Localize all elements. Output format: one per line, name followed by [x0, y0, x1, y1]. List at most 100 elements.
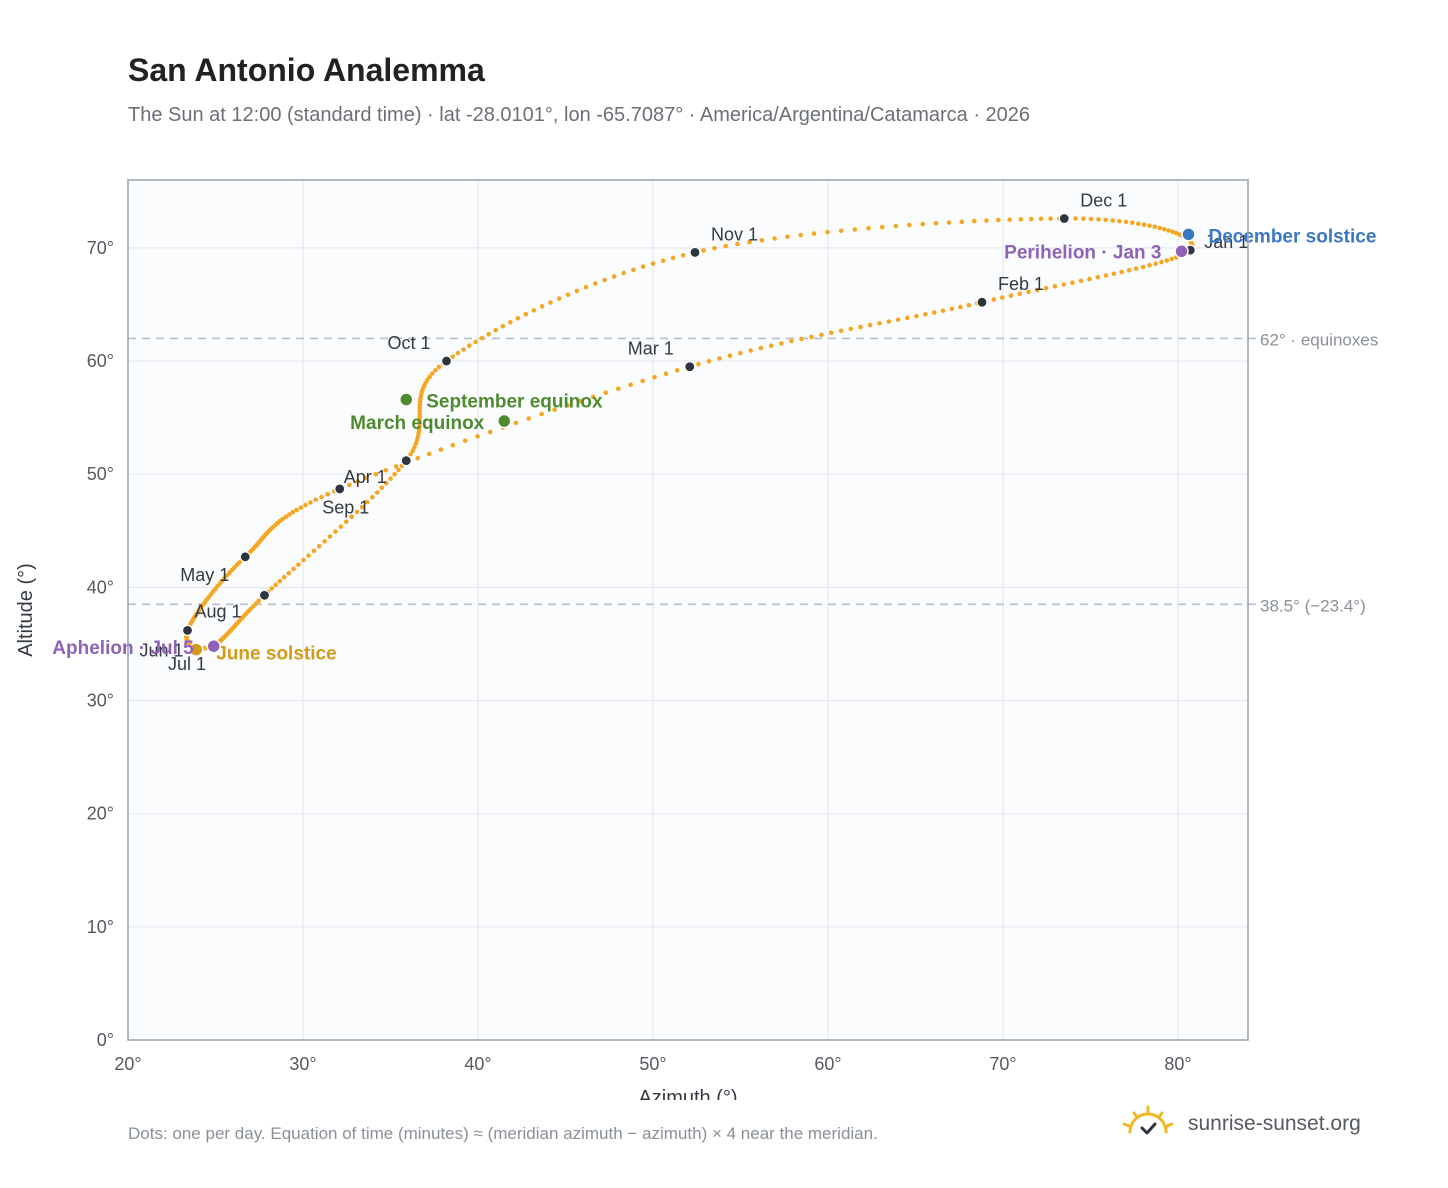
day-dot — [991, 297, 997, 302]
day-dot — [895, 317, 901, 323]
day-dot — [425, 377, 430, 383]
footer-note: Dots: one per day. Equation of time (min… — [128, 1124, 878, 1143]
day-dot — [1018, 217, 1023, 222]
day-dot — [253, 601, 259, 606]
month-label: Nov 1 — [711, 224, 758, 244]
day-dot — [1159, 259, 1164, 265]
day-dot — [578, 398, 583, 404]
day-dot — [410, 448, 416, 454]
day-dot — [1110, 218, 1115, 223]
day-dot — [1007, 217, 1012, 222]
day-dot — [640, 378, 645, 384]
day-dot — [539, 411, 544, 417]
day-dot — [277, 578, 283, 584]
day-dot — [717, 356, 722, 361]
day-dot — [958, 304, 963, 310]
event-dot — [189, 642, 204, 657]
day-dot — [984, 218, 989, 223]
day-dot — [1073, 216, 1078, 221]
event-dot — [1181, 227, 1196, 242]
day-dot — [949, 306, 955, 312]
day-dot — [269, 586, 275, 591]
day-dot — [858, 324, 863, 330]
day-dot — [652, 375, 657, 380]
day-dot — [388, 476, 393, 482]
day-dot — [907, 222, 912, 228]
day-dot — [1152, 224, 1158, 230]
day-dot — [785, 234, 790, 240]
day-dot — [1117, 218, 1122, 224]
day-dot — [631, 267, 636, 273]
day-dot — [322, 539, 327, 544]
day-dot — [1166, 228, 1171, 233]
month-label: Apr 1 — [344, 467, 387, 487]
day-dot — [727, 353, 733, 359]
month-dot — [258, 589, 271, 601]
x-tick-label: 60° — [814, 1054, 841, 1074]
day-dot — [583, 284, 589, 290]
day-dot — [966, 302, 972, 308]
event-dot — [497, 413, 512, 429]
day-dot — [866, 225, 871, 231]
day-dot — [427, 374, 433, 380]
day-dot — [319, 494, 324, 500]
day-dot — [523, 312, 529, 317]
day-dot — [946, 220, 952, 225]
day-dot — [811, 231, 817, 236]
x-tick-label: 40° — [464, 1054, 491, 1074]
x-axis-label: Azimuth (°) — [638, 1087, 737, 1100]
day-dot — [291, 566, 296, 572]
day-dot — [1052, 284, 1058, 289]
day-dot — [415, 455, 421, 461]
day-dot — [286, 570, 292, 576]
day-dot — [838, 228, 844, 234]
month-dot — [1058, 212, 1070, 225]
month-dot — [440, 355, 453, 367]
day-dot — [384, 480, 389, 486]
day-dot — [886, 319, 892, 324]
month-dot — [976, 296, 988, 308]
day-dot — [539, 304, 545, 309]
day-dot — [1103, 217, 1108, 223]
day-dot — [877, 321, 882, 326]
y-tick-label: 20° — [87, 804, 114, 824]
day-dot — [433, 368, 438, 373]
day-dot — [552, 407, 557, 413]
day-dot — [852, 227, 858, 232]
analemma-chart: 62° · equinoxes 38.5° (−23.4°) Jan 1 Feb 1… — [15, 179, 1378, 1100]
day-dot — [621, 270, 626, 276]
day-dot — [1008, 293, 1014, 299]
y-tick-label: 40° — [87, 577, 114, 597]
day-dot — [1119, 269, 1124, 275]
event-label: September equinox — [426, 392, 603, 413]
day-dot — [611, 274, 617, 279]
day-dot — [1157, 225, 1162, 231]
day-dot — [513, 420, 519, 426]
day-dot — [1126, 268, 1132, 273]
day-dot — [759, 238, 765, 243]
day-dot — [602, 277, 607, 283]
day-dot — [393, 464, 399, 469]
x-tick-label: 30° — [289, 1054, 316, 1074]
day-dot — [287, 512, 292, 517]
day-dot — [347, 482, 352, 488]
event-dot — [206, 638, 221, 654]
day-dot — [1169, 256, 1174, 262]
x-tick-label: 80° — [1164, 1054, 1191, 1074]
day-dot — [603, 390, 609, 396]
brand[interactable]: sunrise-sunset.org — [1120, 1104, 1361, 1144]
day-dot — [373, 471, 379, 477]
day-dot — [487, 429, 493, 435]
day-dot — [905, 315, 910, 321]
day-dot — [1147, 263, 1152, 268]
month-label: Jan 1 — [1204, 232, 1248, 252]
day-dot — [933, 221, 939, 226]
day-dot — [1048, 216, 1053, 221]
event-markers: December solstice June solstice March equi… — [52, 226, 1376, 664]
day-dot — [370, 495, 375, 500]
event-label: March equinox — [350, 413, 485, 434]
day-dot — [383, 468, 389, 473]
day-dot — [789, 338, 794, 344]
day-dot — [296, 562, 301, 567]
day-dot — [1043, 285, 1049, 291]
